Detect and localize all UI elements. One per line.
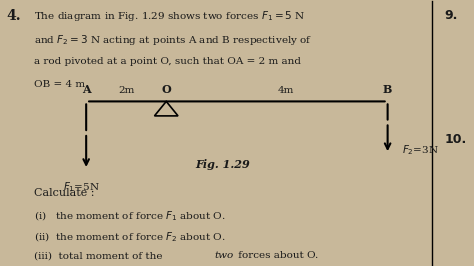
Text: 4m: 4m (278, 86, 294, 95)
Text: OB = 4 m.: OB = 4 m. (34, 80, 89, 89)
Text: a rod pivoted at a point O, such that OA = 2 m and: a rod pivoted at a point O, such that OA… (34, 57, 301, 66)
Text: Calculate :: Calculate : (34, 188, 95, 198)
Text: (iii)  total moment of the: (iii) total moment of the (34, 251, 166, 260)
Text: 2m: 2m (118, 86, 135, 95)
Text: The diagram in Fig. 1.29 shows two forces $F_1 = 5$ N: The diagram in Fig. 1.29 shows two force… (34, 9, 306, 23)
Text: B: B (383, 84, 392, 95)
Text: Fig. 1.29: Fig. 1.29 (195, 159, 250, 170)
Text: O: O (161, 84, 171, 95)
Text: A: A (82, 84, 91, 95)
Text: $F_1$=5N: $F_1$=5N (63, 180, 100, 194)
Text: (ii)  the moment of force $F_2$ about O.: (ii) the moment of force $F_2$ about O. (34, 230, 226, 244)
Text: 10.: 10. (444, 133, 466, 146)
Text: 9.: 9. (444, 9, 457, 22)
Text: forces about O.: forces about O. (236, 251, 319, 260)
Text: $F_2$=3N: $F_2$=3N (402, 144, 439, 157)
Text: and $F_2 = 3$ N acting at points A and B respectively of: and $F_2 = 3$ N acting at points A and B… (34, 33, 313, 47)
Text: (i)   the moment of force $F_1$ about O.: (i) the moment of force $F_1$ about O. (34, 209, 226, 223)
Text: two: two (214, 251, 234, 260)
Text: 4.: 4. (6, 9, 21, 23)
